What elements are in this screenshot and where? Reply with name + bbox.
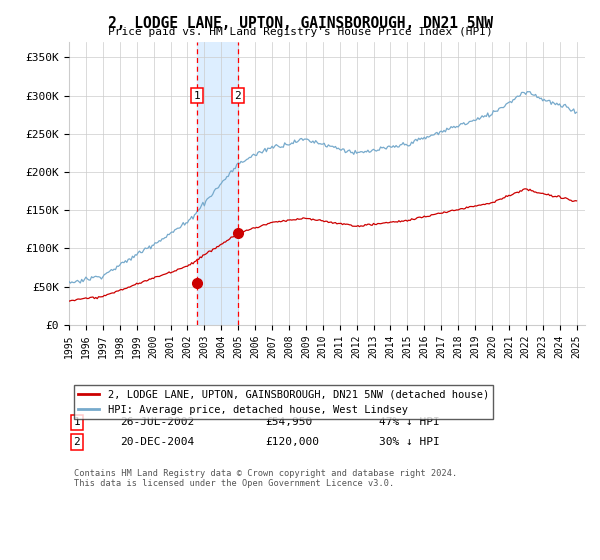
Text: Contains HM Land Registry data © Crown copyright and database right 2024.
This d: Contains HM Land Registry data © Crown c…	[74, 469, 457, 488]
Text: 2, LODGE LANE, UPTON, GAINSBOROUGH, DN21 5NW: 2, LODGE LANE, UPTON, GAINSBOROUGH, DN21…	[107, 16, 493, 31]
Text: 47% ↓ HPI: 47% ↓ HPI	[379, 417, 439, 427]
Text: 2: 2	[73, 437, 80, 447]
Text: 1: 1	[73, 417, 80, 427]
Text: 20-DEC-2004: 20-DEC-2004	[121, 437, 195, 447]
Text: 30% ↓ HPI: 30% ↓ HPI	[379, 437, 439, 447]
Legend: 2, LODGE LANE, UPTON, GAINSBOROUGH, DN21 5NW (detached house), HPI: Average pric: 2, LODGE LANE, UPTON, GAINSBOROUGH, DN21…	[74, 385, 493, 419]
Text: Price paid vs. HM Land Registry's House Price Index (HPI): Price paid vs. HM Land Registry's House …	[107, 27, 493, 37]
Text: 1: 1	[194, 91, 200, 100]
Text: £54,950: £54,950	[265, 417, 313, 427]
Bar	[197, 42, 238, 325]
Text: 26-JUL-2002: 26-JUL-2002	[121, 417, 195, 427]
Text: 2: 2	[234, 91, 241, 100]
Text: £120,000: £120,000	[265, 437, 319, 447]
